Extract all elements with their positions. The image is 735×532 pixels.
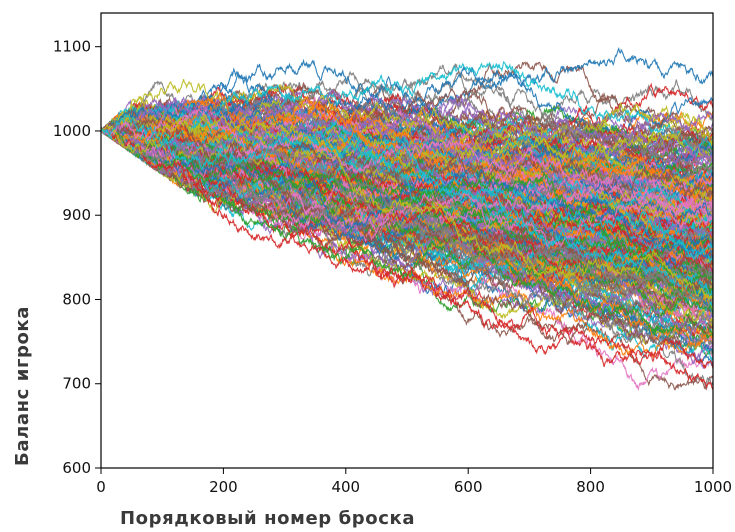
y-axis: 600 700 800 900 1000 1100 — [53, 38, 101, 477]
x-tick-label: 200 — [209, 478, 238, 496]
x-tick-label: 800 — [576, 478, 605, 496]
x-axis: 0 200 400 600 800 1000 — [96, 468, 732, 496]
x-tick-label: 400 — [331, 478, 360, 496]
y-tick-label: 900 — [62, 206, 91, 224]
y-tick-label: 600 — [62, 459, 91, 477]
x-tick-label: 1000 — [694, 478, 732, 496]
y-tick-label: 700 — [62, 375, 91, 393]
y-tick-label: 1000 — [53, 122, 91, 140]
series-lines — [101, 49, 713, 390]
x-tick-label: 0 — [96, 478, 106, 496]
x-tick-label: 600 — [454, 478, 483, 496]
y-tick-label: 800 — [62, 290, 91, 308]
y-tick-label: 1100 — [53, 38, 91, 56]
y-axis-label: Баланс игрока — [12, 306, 33, 466]
x-axis-label: Порядковый номер броска — [120, 508, 415, 529]
